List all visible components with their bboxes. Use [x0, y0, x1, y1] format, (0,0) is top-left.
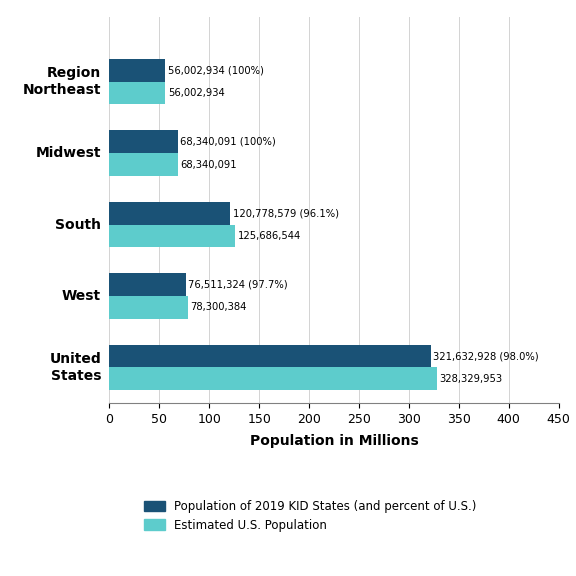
- Text: 56,002,934 (100%): 56,002,934 (100%): [168, 65, 264, 75]
- Text: 328,329,953: 328,329,953: [439, 374, 503, 384]
- Text: 56,002,934: 56,002,934: [168, 88, 225, 98]
- X-axis label: Population in Millions: Population in Millions: [250, 434, 418, 448]
- Bar: [109, 202, 230, 225]
- Text: 321,632,928 (98.0%): 321,632,928 (98.0%): [433, 351, 539, 361]
- Bar: [109, 225, 235, 248]
- Legend: Population of 2019 KID States (and percent of U.S.), Estimated U.S. Population: Population of 2019 KID States (and perce…: [138, 494, 483, 538]
- Bar: [109, 82, 165, 104]
- Text: 68,340,091: 68,340,091: [180, 160, 237, 169]
- Bar: [109, 344, 430, 367]
- Text: 76,511,324 (97.7%): 76,511,324 (97.7%): [188, 279, 288, 290]
- Bar: [109, 296, 188, 319]
- Bar: [109, 59, 165, 82]
- Bar: [109, 273, 186, 296]
- Text: 125,686,544: 125,686,544: [237, 231, 301, 241]
- Bar: [109, 153, 177, 176]
- Text: 68,340,091 (100%): 68,340,091 (100%): [180, 137, 276, 147]
- Text: 78,300,384: 78,300,384: [190, 302, 247, 312]
- Text: 120,778,579 (96.1%): 120,778,579 (96.1%): [233, 208, 339, 218]
- Bar: [109, 130, 177, 153]
- Bar: [109, 367, 437, 391]
